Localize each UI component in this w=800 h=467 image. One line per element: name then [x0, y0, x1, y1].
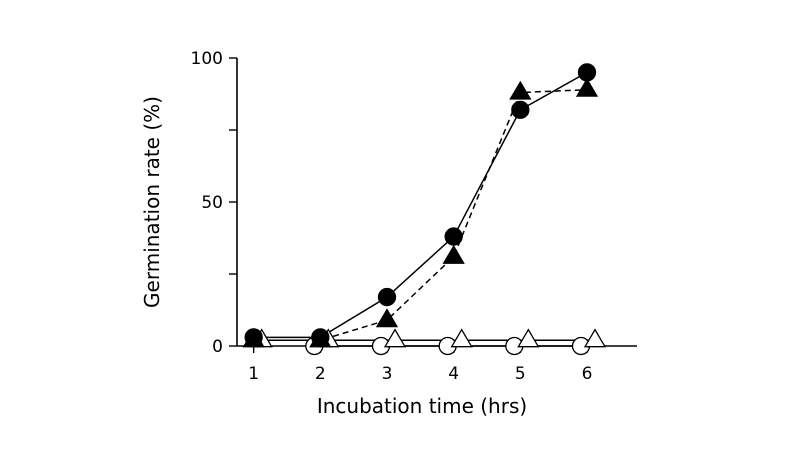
- axes: [236, 58, 637, 347]
- y-tick-label: 0: [212, 337, 223, 357]
- data-point-filled-circle: [311, 328, 330, 347]
- data-point-filled-circle: [577, 63, 597, 82]
- data-point-filled-triangle: [509, 80, 532, 100]
- x-tick-label: 1: [248, 364, 259, 384]
- data-point-filled-circle: [444, 227, 463, 246]
- data-point-open-triangle: [583, 328, 607, 348]
- data-point-open-triangle: [383, 328, 407, 348]
- y-axis-label: Germination rate (%): [140, 96, 164, 308]
- data-point-filled-triangle: [442, 244, 465, 264]
- data-point-filled-triangle: [575, 77, 599, 97]
- data-point-open-triangle: [517, 328, 540, 348]
- x-tick-label: 5: [515, 364, 526, 384]
- series-line-filled-triangle: [253, 88, 588, 341]
- data-point-filled-circle: [511, 100, 530, 119]
- series-line-filled-circle: [253, 71, 588, 339]
- x-tick-label: 2: [315, 364, 326, 384]
- x-axis-label: Incubation time (hrs): [317, 394, 527, 418]
- x-tick-label: 6: [582, 364, 593, 384]
- data-point-filled-circle: [244, 328, 263, 347]
- x-tick-label: 3: [382, 364, 393, 384]
- data-point-filled-triangle: [375, 308, 399, 328]
- y-tick-label: 50: [201, 193, 223, 213]
- x-tick-label: 4: [448, 364, 459, 384]
- data-point-filled-circle: [377, 287, 397, 307]
- data-point-open-triangle: [450, 328, 473, 348]
- y-tick-label: 100: [191, 49, 223, 69]
- series-layer: [242, 63, 607, 356]
